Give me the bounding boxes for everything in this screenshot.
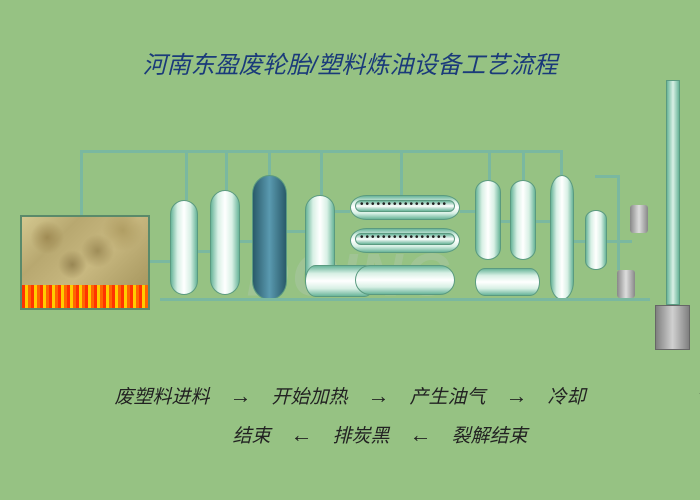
pipe (522, 150, 525, 180)
furnace (20, 215, 150, 310)
condenser-tube (355, 200, 455, 212)
process-diagram (20, 120, 680, 350)
arrow-left-icon: ← (410, 422, 432, 448)
pipe (536, 220, 550, 223)
waste-material-image (22, 217, 148, 285)
pipe (595, 175, 617, 178)
flow-row-2: 结束 ← 排炭黑 ← 裂解结束 (0, 421, 700, 448)
pipe (501, 220, 510, 223)
step-feed: 废塑料进料 (114, 382, 209, 409)
pipe (225, 150, 228, 190)
diagram-title: 河南东盈废轮胎/塑料炼油设备工艺流程 (0, 45, 700, 80)
small-tank (630, 205, 648, 233)
step-cool: 冷却 (548, 382, 586, 409)
pipe (460, 210, 475, 213)
step-gas: 产生油气 (410, 382, 486, 409)
arrow-right-icon: → (368, 383, 390, 409)
arrow-right-icon: → (229, 383, 251, 409)
pipe (268, 150, 271, 175)
flow-row-1: 废塑料进料 → 开始加热 → 产生油气 → 冷却 (0, 382, 700, 409)
vessel (585, 210, 607, 270)
vessel (550, 175, 574, 300)
pipe (185, 150, 188, 200)
pipe (488, 150, 491, 180)
step-end: 结束 (232, 421, 270, 448)
pipe (287, 230, 305, 233)
pipe (160, 298, 650, 301)
pipe (617, 175, 620, 270)
arrow-left-icon: ← (290, 422, 312, 448)
small-tank (617, 270, 635, 298)
pipe (80, 150, 83, 215)
vessel (510, 180, 536, 260)
pipe (400, 150, 403, 195)
flow-steps: 废塑料进料 → 开始加热 → 产生油气 → 冷却 结束 ← 排炭黑 ← 裂解结束 (0, 370, 700, 460)
step-crack-end: 裂解结束 (452, 421, 528, 448)
vessel (170, 200, 198, 295)
step-carbon: 排炭黑 (332, 421, 389, 448)
pipe (560, 150, 563, 175)
vessel (355, 265, 455, 295)
pipe (335, 210, 350, 213)
flames-icon (22, 285, 148, 308)
pipe (198, 250, 210, 253)
vessel (475, 180, 501, 260)
condenser-tube (355, 233, 455, 245)
pipe (240, 240, 252, 243)
pipe (150, 260, 170, 263)
arrow-down-icon (695, 391, 700, 431)
pipe (574, 240, 585, 243)
step-heat: 开始加热 (271, 382, 347, 409)
arrow-right-icon: → (506, 383, 528, 409)
chimney (666, 80, 680, 305)
chimney-base (655, 305, 690, 350)
pipe (320, 150, 323, 195)
vessel (210, 190, 240, 295)
vessel (475, 268, 540, 296)
vessel (252, 175, 287, 300)
